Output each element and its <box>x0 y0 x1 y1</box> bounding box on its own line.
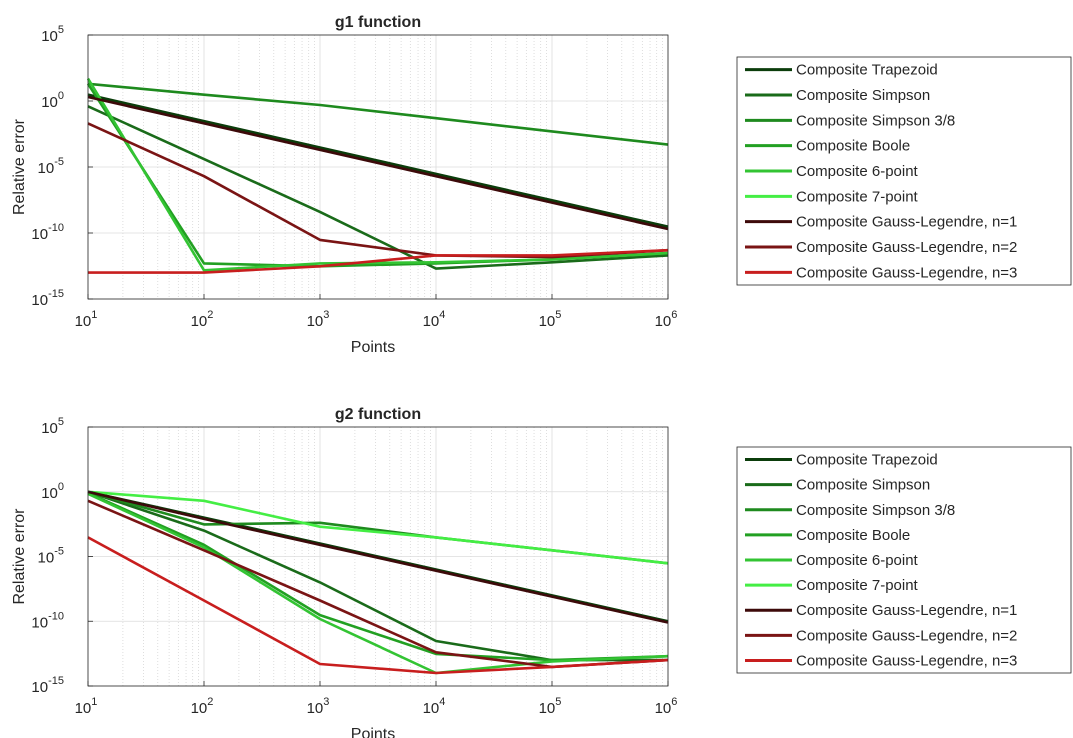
legend: Composite Trapezoid Composite Simpson Comp… <box>736 56 1072 286</box>
y-tick-label: 10-15 <box>31 675 64 696</box>
legend-label: Composite Simpson 3/8 <box>796 112 955 129</box>
x-tick-label: 106 <box>655 309 678 330</box>
chart-1: 101 102 103 104 105 106 10-15 10-10 10-5 100 105 g1… <box>11 14 1072 356</box>
legend-label: Composite Gauss-Legendre, n=1 <box>796 214 1017 231</box>
y-tick-label: 105 <box>41 24 64 45</box>
series-line <box>87 122 669 259</box>
y-tick-label: 100 <box>41 481 64 502</box>
series-group <box>87 490 669 675</box>
x-axis-label: Points <box>351 726 395 738</box>
chart-title: g1 function <box>335 14 421 31</box>
legend-label: Composite Gauss-Legendre, n=3 <box>796 264 1017 281</box>
legend-label: Composite Boole <box>796 527 910 544</box>
legend-box <box>736 446 1072 674</box>
series-line <box>87 490 669 624</box>
legend-label: Composite Gauss-Legendre, n=3 <box>796 652 1017 669</box>
chart-title: g2 function <box>335 406 421 423</box>
grid <box>87 426 669 687</box>
x-tick-label: 106 <box>655 696 678 717</box>
y-tick-label: 100 <box>41 90 64 111</box>
legend: Composite Trapezoid Composite Simpson Comp… <box>736 446 1072 674</box>
x-tick-label: 104 <box>423 309 446 330</box>
x-tick-label: 103 <box>307 696 330 717</box>
legend-label: Composite Trapezoid <box>796 452 938 469</box>
x-tick-label: 104 <box>423 696 446 717</box>
legend-label: Composite 6-point <box>796 552 919 569</box>
legend-label: Composite Trapezoid <box>796 62 938 79</box>
x-axis-label: Points <box>351 339 395 356</box>
chart-2: 101 102 103 104 105 106 10-15 10-10 10-5 100 105 g2… <box>11 406 1072 738</box>
y-tick-label: 10-5 <box>38 156 64 177</box>
x-tick-label: 105 <box>539 309 562 330</box>
series-line <box>87 492 669 675</box>
series-line <box>87 93 669 228</box>
y-tick-label: 10-10 <box>31 610 64 631</box>
legend-label: Composite Simpson 3/8 <box>796 502 955 519</box>
series-line <box>87 490 669 565</box>
x-tick-label: 103 <box>307 309 330 330</box>
legend-label: Composite Gauss-Legendre, n=2 <box>796 627 1017 644</box>
series-line <box>86 77 669 272</box>
legend-label: Composite Simpson <box>796 87 930 104</box>
y-axis-label: Relative error <box>11 508 28 605</box>
legend-label: Composite Simpson <box>796 477 930 494</box>
legend-label: Composite Gauss-Legendre, n=1 <box>796 602 1017 619</box>
series-line <box>87 536 669 675</box>
series-line <box>88 248 669 274</box>
legend-label: Composite 7-point <box>796 577 919 594</box>
y-tick-label: 10-15 <box>31 288 64 309</box>
x-tick-label: 102 <box>191 309 214 330</box>
legend-label: Composite 7-point <box>796 188 919 205</box>
x-tick-label: 105 <box>539 696 562 717</box>
legend-label: Composite Gauss-Legendre, n=2 <box>796 239 1017 256</box>
legend-box <box>736 56 1072 286</box>
x-tick-label: 101 <box>75 309 98 330</box>
y-tick-label: 10-5 <box>38 546 64 567</box>
y-axis-label: Relative error <box>11 118 28 215</box>
x-tick-label: 102 <box>191 696 214 717</box>
legend-label: Composite 6-point <box>796 163 919 180</box>
series-line <box>87 105 669 270</box>
series-group <box>86 77 669 274</box>
series-line <box>87 82 669 146</box>
y-tick-label: 10-10 <box>31 222 64 243</box>
x-tick-label: 101 <box>75 696 98 717</box>
series-line <box>87 95 669 231</box>
legend-label: Composite Boole <box>796 138 910 155</box>
y-tick-label: 105 <box>41 416 64 437</box>
